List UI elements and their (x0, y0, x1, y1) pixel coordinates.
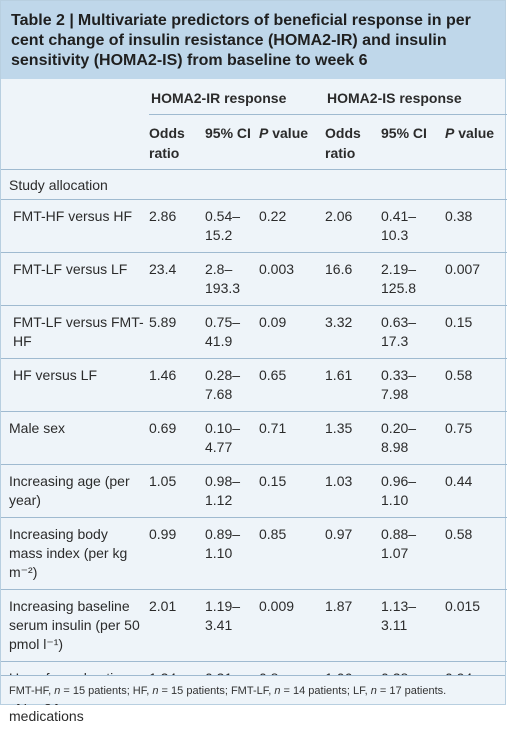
table-caption: Table 2 |Multivariate predictors of bene… (1, 1, 505, 79)
row-label: FMT-HF versus HF (1, 200, 149, 253)
is-odds-ratio-header: Odds ratio (325, 115, 381, 170)
ir-p-value-cell: 0.009 (259, 590, 325, 662)
ir-ci-header: 95% CI (205, 115, 259, 170)
is-ci-cell: 0.96–1.10 (381, 465, 445, 518)
ir-ci-cell: 1.19–3.41 (205, 590, 259, 662)
ir-odds-ratio-cell: 0.99 (149, 518, 205, 590)
ir-odds-ratio-cell: 0.69 (149, 412, 205, 465)
is-p-value-header: P value (445, 115, 507, 170)
group-header-row: HOMA2-IR response HOMA2-IS response (1, 79, 507, 115)
footnote-text: = 15 patients; FMT-LF, (159, 685, 275, 697)
ir-ci-cell: 0.54–15.2 (205, 200, 259, 253)
table-row: Increasing body mass index (per kg m⁻²)0… (1, 518, 507, 590)
table-footnote: FMT-HF, n = 15 patients; HF, n = 15 pati… (1, 675, 505, 704)
is-ci-cell: 0.33–7.98 (381, 359, 445, 412)
footnote-text: FMT-HF, (9, 685, 54, 697)
ir-odds-ratio-cell: 23.4 (149, 253, 205, 306)
is-odds-ratio-cell: 1.61 (325, 359, 381, 412)
results-table: HOMA2-IR response HOMA2-IS response Odds… (1, 79, 507, 733)
is-odds-ratio-cell: 16.6 (325, 253, 381, 306)
ir-ci-cell: 0.75–41.9 (205, 306, 259, 359)
is-ci-cell: 0.41–10.3 (381, 200, 445, 253)
p-value-text: value (268, 125, 308, 141)
blank-header (1, 79, 149, 115)
row-label: FMT-LF versus LF (1, 253, 149, 306)
footnote-text: = 15 patients; HF, (60, 685, 152, 697)
table-number: Table 2 | (11, 12, 74, 29)
is-p-value-cell: 0.58 (445, 359, 507, 412)
table-row: Increasing baseline serum insulin (per 5… (1, 590, 507, 662)
row-label: Male sex (1, 412, 149, 465)
ir-p-value-cell: 0.09 (259, 306, 325, 359)
is-p-value-cell: 0.38 (445, 200, 507, 253)
footnote-text: = 17 patients. (377, 685, 446, 697)
is-p-value-cell: 0.007 (445, 253, 507, 306)
is-p-value-cell: 0.15 (445, 306, 507, 359)
is-ci-cell: 0.88–1.07 (381, 518, 445, 590)
row-label: HF versus LF (1, 359, 149, 412)
ir-p-value-cell: 0.85 (259, 518, 325, 590)
section-label: Study allocation (1, 170, 507, 200)
section-row: Study allocation (1, 170, 507, 200)
ir-p-value-cell: 0.003 (259, 253, 325, 306)
blank-subheader (1, 115, 149, 170)
ir-ci-cell: 0.98–1.12 (205, 465, 259, 518)
p-italic: P (259, 125, 268, 141)
table-card: Table 2 |Multivariate predictors of bene… (0, 0, 506, 705)
ir-odds-ratio-cell: 1.05 (149, 465, 205, 518)
row-label: Increasing baseline serum insulin (per 5… (1, 590, 149, 662)
is-odds-ratio-cell: 1.03 (325, 465, 381, 518)
homa2-is-group-header: HOMA2-IS response (325, 79, 507, 115)
ir-p-value-cell: 0.22 (259, 200, 325, 253)
is-ci-cell: 0.20–8.98 (381, 412, 445, 465)
is-p-value-cell: 0.58 (445, 518, 507, 590)
ir-p-value-header: P value (259, 115, 325, 170)
is-ci-cell: 1.13–3.11 (381, 590, 445, 662)
ir-ci-cell: 0.10–4.77 (205, 412, 259, 465)
footnote-text: = 14 patients; LF, (280, 685, 370, 697)
ir-p-value-cell: 0.71 (259, 412, 325, 465)
ir-ci-cell: 0.89–1.10 (205, 518, 259, 590)
is-odds-ratio-cell: 3.32 (325, 306, 381, 359)
column-header-row: Odds ratio 95% CI P value Odds ratio 95%… (1, 115, 507, 170)
is-odds-ratio-cell: 1.87 (325, 590, 381, 662)
p-italic: P (445, 125, 454, 141)
is-p-value-cell: 0.75 (445, 412, 507, 465)
is-p-value-cell: 0.015 (445, 590, 507, 662)
ir-odds-ratio-cell: 5.89 (149, 306, 205, 359)
is-odds-ratio-cell: 0.97 (325, 518, 381, 590)
ir-odds-ratio-cell: 2.86 (149, 200, 205, 253)
is-odds-ratio-cell: 1.35 (325, 412, 381, 465)
p-value-text: value (454, 125, 494, 141)
is-odds-ratio-cell: 2.06 (325, 200, 381, 253)
row-label: FMT-LF versus FMT-HF (1, 306, 149, 359)
is-ci-cell: 0.63–17.3 (381, 306, 445, 359)
is-p-value-cell: 0.44 (445, 465, 507, 518)
ir-odds-ratio-cell: 2.01 (149, 590, 205, 662)
is-ci-header: 95% CI (381, 115, 445, 170)
ir-ci-cell: 0.28–7.68 (205, 359, 259, 412)
is-ci-cell: 2.19–125.8 (381, 253, 445, 306)
ir-odds-ratio-header: Odds ratio (149, 115, 205, 170)
ir-odds-ratio-cell: 1.46 (149, 359, 205, 412)
row-label: Increasing body mass index (per kg m⁻²) (1, 518, 149, 590)
homa2-ir-group-header: HOMA2-IR response (149, 79, 325, 115)
table-title: Multivariate predictors of beneficial re… (11, 12, 471, 69)
row-label: Increasing age (per year) (1, 465, 149, 518)
ir-p-value-cell: 0.15 (259, 465, 325, 518)
ir-ci-cell: 2.8–193.3 (205, 253, 259, 306)
ir-p-value-cell: 0.65 (259, 359, 325, 412)
